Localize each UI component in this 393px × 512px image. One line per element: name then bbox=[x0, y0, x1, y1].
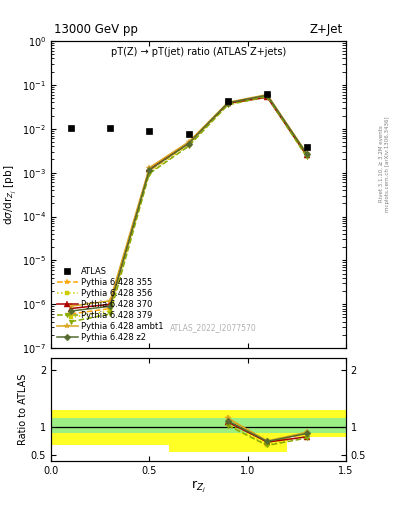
Text: mcplots.cern.ch [arXiv:1306.3436]: mcplots.cern.ch [arXiv:1306.3436] bbox=[385, 116, 390, 211]
Pythia 6.428 355 bbox=[147, 168, 152, 174]
ATLAS bbox=[108, 125, 112, 131]
Line: ATLAS: ATLAS bbox=[68, 91, 310, 151]
Pythia 6.428 355 bbox=[226, 100, 230, 106]
Text: pT(Z) → pT(jet) ratio (ATLAS Z+jets): pT(Z) → pT(jet) ratio (ATLAS Z+jets) bbox=[111, 47, 286, 57]
Pythia 6.428 356 bbox=[68, 314, 73, 321]
Pythia 6.428 z2 bbox=[147, 167, 152, 173]
Pythia 6.428 355 bbox=[186, 141, 191, 147]
Line: Pythia 6.428 356: Pythia 6.428 356 bbox=[68, 94, 309, 320]
Pythia 6.428 z2 bbox=[226, 100, 230, 106]
Text: Rivet 3.1.10, ≥ 3.2M events: Rivet 3.1.10, ≥ 3.2M events bbox=[379, 125, 384, 202]
Pythia 6.428 356 bbox=[186, 142, 191, 148]
Line: Pythia 6.428 379: Pythia 6.428 379 bbox=[68, 94, 309, 324]
Line: Pythia 6.428 z2: Pythia 6.428 z2 bbox=[68, 93, 309, 313]
ATLAS bbox=[186, 131, 191, 137]
Pythia 6.428 370 bbox=[108, 301, 112, 307]
Pythia 6.428 ambt1 bbox=[265, 92, 270, 98]
Pythia 6.428 ambt1 bbox=[68, 303, 73, 309]
Pythia 6.428 355 bbox=[304, 152, 309, 158]
Pythia 6.428 z2 bbox=[68, 308, 73, 314]
Pythia 6.428 370 bbox=[226, 100, 230, 106]
Pythia 6.428 379 bbox=[265, 94, 270, 100]
Pythia 6.428 ambt1 bbox=[186, 139, 191, 145]
Pythia 6.428 355 bbox=[68, 311, 73, 317]
Pythia 6.428 379 bbox=[68, 318, 73, 325]
Pythia 6.428 370 bbox=[265, 94, 270, 100]
Pythia 6.428 356 bbox=[108, 308, 112, 314]
Pythia 6.428 379 bbox=[226, 102, 230, 108]
Pythia 6.428 356 bbox=[265, 93, 270, 99]
ATLAS bbox=[68, 125, 73, 131]
Pythia 6.428 370 bbox=[68, 306, 73, 312]
ATLAS bbox=[147, 128, 152, 134]
Legend: ATLAS, Pythia 6.428 355, Pythia 6.428 356, Pythia 6.428 370, Pythia 6.428 379, P: ATLAS, Pythia 6.428 355, Pythia 6.428 35… bbox=[55, 265, 165, 344]
Pythia 6.428 370 bbox=[147, 166, 152, 172]
Pythia 6.428 370 bbox=[304, 152, 309, 158]
Pythia 6.428 ambt1 bbox=[304, 150, 309, 156]
Y-axis label: Ratio to ATLAS: Ratio to ATLAS bbox=[18, 374, 28, 445]
ATLAS bbox=[226, 98, 230, 104]
X-axis label: r$_{Z_j}$: r$_{Z_j}$ bbox=[191, 478, 206, 495]
ATLAS bbox=[265, 91, 270, 97]
Pythia 6.428 z2 bbox=[108, 303, 112, 309]
Pythia 6.428 379 bbox=[108, 311, 112, 317]
Pythia 6.428 ambt1 bbox=[147, 164, 152, 170]
Pythia 6.428 379 bbox=[186, 143, 191, 150]
Y-axis label: d$\sigma$/dr$_{Z_j}$ [pb]: d$\sigma$/dr$_{Z_j}$ [pb] bbox=[3, 164, 19, 225]
Pythia 6.428 z2 bbox=[186, 140, 191, 146]
Pythia 6.428 z2 bbox=[265, 92, 270, 98]
Text: Z+Jet: Z+Jet bbox=[310, 24, 343, 36]
Pythia 6.428 356 bbox=[226, 101, 230, 108]
Pythia 6.428 z2 bbox=[304, 151, 309, 157]
Pythia 6.428 379 bbox=[304, 154, 309, 160]
Pythia 6.428 356 bbox=[304, 153, 309, 159]
Line: Pythia 6.428 355: Pythia 6.428 355 bbox=[68, 93, 309, 317]
Pythia 6.428 ambt1 bbox=[108, 297, 112, 304]
Pythia 6.428 355 bbox=[108, 306, 112, 312]
Pythia 6.428 379 bbox=[147, 170, 152, 177]
Pythia 6.428 370 bbox=[186, 140, 191, 146]
Line: Pythia 6.428 ambt1: Pythia 6.428 ambt1 bbox=[68, 92, 309, 309]
Pythia 6.428 355 bbox=[265, 92, 270, 98]
ATLAS bbox=[304, 144, 309, 150]
Text: 13000 GeV pp: 13000 GeV pp bbox=[54, 24, 138, 36]
Pythia 6.428 ambt1 bbox=[226, 99, 230, 105]
Text: ATLAS_2022_I2077570: ATLAS_2022_I2077570 bbox=[170, 323, 257, 332]
Pythia 6.428 356 bbox=[147, 169, 152, 176]
Line: Pythia 6.428 370: Pythia 6.428 370 bbox=[68, 95, 309, 311]
